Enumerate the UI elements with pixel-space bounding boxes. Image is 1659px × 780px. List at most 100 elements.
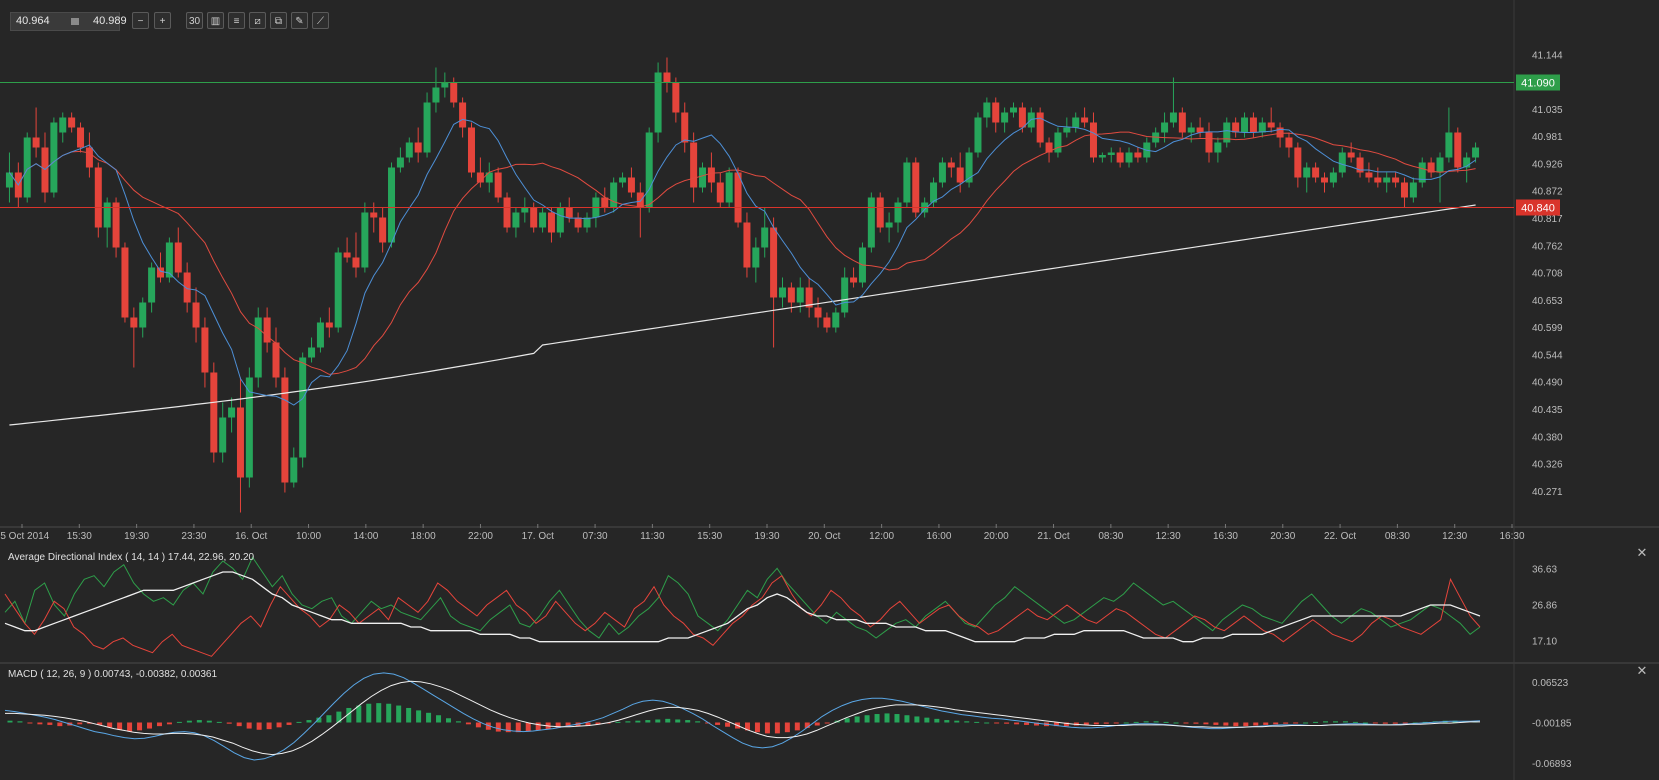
candle-body (556, 207, 564, 233)
candle-body (672, 82, 680, 113)
ma-mid-line (8, 131, 1476, 375)
macd-histogram-bar (356, 705, 362, 723)
candle-body (370, 212, 378, 218)
adx-y-tick-label: 26.86 (1532, 601, 1557, 612)
candle-body (263, 317, 271, 343)
x-tick-label: 19:30 (754, 531, 779, 542)
spread-icon (71, 18, 79, 25)
macd-y-tick-label: -0.06893 (1532, 759, 1572, 770)
objects-button[interactable]: ⧉ (270, 12, 287, 29)
macd-histogram-bar (1213, 722, 1219, 725)
candle-body (183, 272, 191, 303)
macd-histogram-bar (1004, 722, 1010, 724)
macd-histogram-bar (1313, 721, 1319, 723)
candle-body (1276, 127, 1284, 138)
macd-histogram-bar (176, 721, 182, 723)
candle-body (50, 122, 58, 193)
macd-histogram-bar (725, 722, 731, 727)
candle-body (1178, 112, 1186, 133)
candle-body (103, 202, 111, 228)
x-tick-label: 18:00 (411, 531, 436, 542)
x-tick-label: 19:30 (124, 531, 149, 542)
timeframe-button[interactable]: 30 (186, 12, 203, 29)
macd-histogram-bar (156, 722, 162, 727)
candle-body (112, 202, 120, 248)
close-macd-icon[interactable]: ✕ (1636, 663, 1648, 678)
macd-histogram-bar (57, 722, 63, 727)
support-price-tag (1516, 199, 1560, 216)
close-adx-icon[interactable]: ✕ (1636, 545, 1648, 560)
x-tick-label: 14:00 (353, 531, 378, 542)
candle-body (139, 302, 147, 328)
macd-histogram-bar (615, 721, 621, 723)
candle-body (254, 317, 262, 378)
macd-histogram-bar (206, 720, 212, 723)
macd-histogram-bar (366, 703, 372, 723)
candle-body (85, 147, 93, 168)
macd-histogram-bar (904, 715, 910, 723)
chart-type-button[interactable]: ▥ (207, 12, 224, 29)
macd-histogram-bar (186, 720, 192, 723)
macd-histogram-bar (844, 718, 850, 723)
zoom-in-button[interactable]: + (154, 12, 171, 29)
candle-body (423, 102, 431, 153)
candle-body (832, 312, 840, 328)
macd-histogram-bar (555, 722, 561, 728)
y-tick-label: 40.872 (1532, 187, 1563, 198)
macd-histogram-bar (1382, 722, 1388, 724)
candle-body (1258, 122, 1266, 133)
candle-body (565, 207, 573, 218)
macd-histogram-bar (286, 722, 292, 725)
candle-body (583, 217, 591, 228)
candle-body (983, 102, 991, 118)
edit-button[interactable]: ✎ (291, 12, 308, 29)
macd-histogram-bar (1034, 722, 1040, 726)
macd-histogram-bar (77, 722, 83, 725)
macd-histogram-bar (804, 722, 810, 728)
macd-histogram-bar (884, 713, 890, 723)
candle-body (725, 172, 733, 203)
candle-body (1116, 152, 1124, 163)
macd-histogram-bar (316, 717, 322, 723)
candle-body (1214, 142, 1222, 153)
candle-body (938, 162, 946, 183)
candle-body (574, 217, 582, 228)
candle-body (1169, 112, 1177, 123)
x-tick-label: 22:00 (468, 531, 493, 542)
zoom-out-button[interactable]: − (132, 12, 149, 29)
candle-body (1001, 112, 1009, 123)
macd-histogram-bar (685, 720, 691, 723)
macd-histogram-bar (1193, 722, 1199, 724)
candle-body (1365, 172, 1373, 178)
candle-body (236, 407, 244, 478)
ma-fast-line (8, 117, 1476, 406)
adx-panel: 36.63 26.86 17.10 (4, 556, 1557, 657)
draw-button[interactable]: ⟋ (312, 12, 329, 29)
macd-histogram-bar (505, 722, 511, 733)
macd-histogram-bar (1053, 722, 1059, 727)
candle-body (1338, 152, 1346, 173)
macd-y-tick-label: -0.00185 (1532, 719, 1572, 730)
candle-body (636, 192, 644, 208)
macd-histogram-bar (436, 715, 442, 723)
macd-histogram-bar (455, 721, 461, 723)
candle-body (1321, 177, 1329, 183)
macd-histogram-bar (705, 722, 711, 724)
candle-body (1267, 122, 1275, 128)
x-tick-label: 20. Oct (808, 531, 840, 542)
indicators-button[interactable]: ≡ (228, 12, 245, 29)
x-tick-label: 12:00 (869, 531, 894, 542)
candle-body (1463, 157, 1471, 168)
x-tick-label: 08:30 (1098, 531, 1123, 542)
drawing-line-button[interactable]: ⧄ (249, 12, 266, 29)
candle-body (1294, 147, 1302, 178)
candle-body (619, 177, 627, 183)
macd-histogram-bar (266, 722, 272, 730)
y-tick-label: 40.817 (1532, 214, 1563, 225)
macd-histogram-bar (784, 722, 790, 733)
macd-histogram-bar (764, 722, 770, 734)
y-tick-label: 40.599 (1532, 323, 1563, 334)
candle-body (299, 357, 307, 458)
